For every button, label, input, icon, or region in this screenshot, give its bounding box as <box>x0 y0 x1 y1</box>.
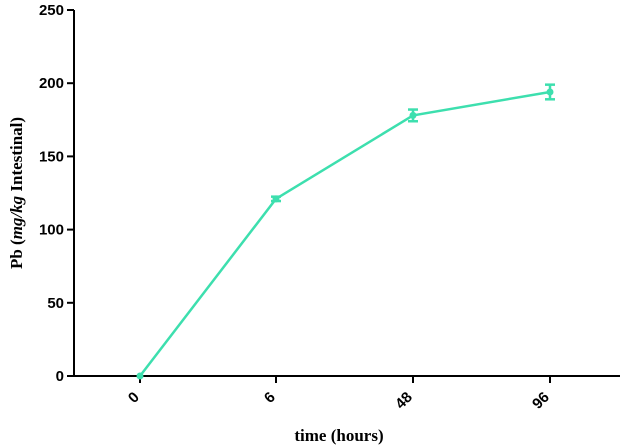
y-axis: 0 50 100 150 200 250 <box>39 2 75 385</box>
x-axis-title: time (hours) <box>294 426 383 445</box>
y-tick-label: 200 <box>39 75 64 92</box>
data-point <box>409 111 417 119</box>
data-point <box>272 195 280 203</box>
x-tick-label: 0 <box>125 389 143 407</box>
y-tick-label: 50 <box>47 295 64 312</box>
y-tick-label: 250 <box>39 2 64 19</box>
x-axis: 0 6 48 96 <box>74 375 620 413</box>
y-axis-title-prefix: Pb ( <box>7 239 26 269</box>
x-tick-label: 6 <box>261 389 279 407</box>
x-tick-label: 96 <box>529 389 553 413</box>
y-axis-title-suffix: Intestinal) <box>7 117 26 196</box>
y-axis-title-unit: mg/kg <box>7 195 26 239</box>
y-tick-label: 0 <box>56 368 64 385</box>
x-tick-label: 48 <box>392 389 416 413</box>
data-point <box>136 372 144 380</box>
y-tick-label: 150 <box>39 148 64 165</box>
data-point <box>546 88 554 96</box>
y-tick-label: 100 <box>39 222 64 239</box>
series-line <box>139 90 551 377</box>
y-axis-title: Pb (mg/kg Intestinal) <box>7 117 26 269</box>
series-layer <box>136 83 555 380</box>
